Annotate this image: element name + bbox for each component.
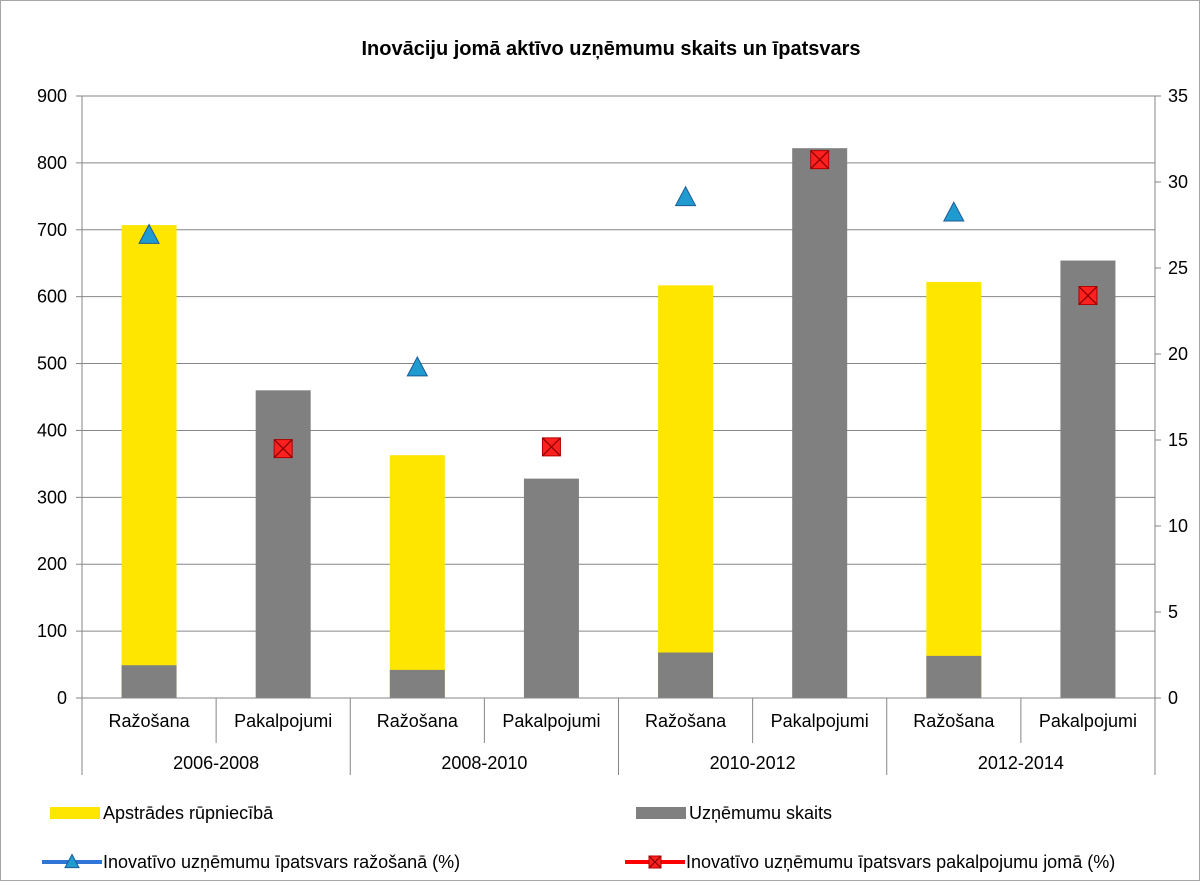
- bar-apstrades-rupnieciba: [926, 281, 982, 698]
- left-axis-tick-label: 400: [37, 420, 67, 440]
- legend-swatch: [50, 807, 100, 819]
- bars: [121, 148, 1116, 698]
- bar-uznemumu-skaits: [792, 148, 848, 698]
- marker-pakalpojumi-ipatsvars: [1078, 286, 1098, 306]
- x-category-label: Ražošana: [645, 711, 727, 731]
- chart-title: Inovāciju jomā aktīvo uzņēmumu skaits un…: [361, 38, 860, 60]
- right-axis-tick-label: 30: [1168, 172, 1188, 192]
- legend-label: Inovatīvo uzņēmumu īpatsvars pakalpojumu…: [686, 852, 1115, 872]
- right-axis-tick-label: 15: [1168, 430, 1188, 450]
- legend-label: Inovatīvo uzņēmumu īpatsvars ražošanā (%…: [103, 852, 460, 872]
- bar-apstrades-rupnieciba: [389, 455, 445, 698]
- legend-label: Uzņēmumu skaits: [689, 803, 832, 823]
- left-axis-tick-label: 700: [37, 220, 67, 240]
- bar-uznemumu-skaits: [121, 665, 177, 698]
- legend-marker: [64, 853, 80, 869]
- marker-pakalpojumi-ipatsvars: [273, 439, 293, 459]
- x-category-label: Pakalpojumi: [234, 711, 332, 731]
- marker-razosana-ipatsvars: [138, 223, 160, 244]
- legend-item: Apstrādes rūpniecībā: [50, 803, 274, 823]
- bar-apstrades-rupnieciba: [658, 285, 714, 698]
- x-category-label: Ražošana: [109, 711, 191, 731]
- left-axis-tick-label: 0: [57, 688, 67, 708]
- left-axis-tick-label: 600: [37, 287, 67, 307]
- x-category-label: Ražošana: [913, 711, 995, 731]
- x-group-label: 2010-2012: [710, 753, 796, 773]
- x-group-label: 2008-2010: [441, 753, 527, 773]
- bar-uznemumu-skaits: [1060, 260, 1116, 698]
- right-axis-tick-label: 5: [1168, 602, 1178, 622]
- marker-razosana-ipatsvars: [674, 185, 697, 207]
- bar-uznemumu-skaits: [255, 390, 311, 698]
- marker-pakalpojumi-ipatsvars-cross-b: [810, 150, 830, 170]
- marker-razosana-ipatsvars: [942, 201, 965, 222]
- legend-item: Inovatīvo uzņēmumu īpatsvars ražošanā (%…: [42, 852, 460, 872]
- axes: 0 100 200 300 400 500 600 700 800 900 0 5 10 15 20 25 30…: [37, 86, 1188, 775]
- legend-item: Uzņēmumu skaits: [636, 803, 832, 823]
- left-axis-tick-label: 100: [37, 621, 67, 641]
- left-axis-tick-label: 800: [37, 153, 67, 173]
- left-axis-tick-label: 900: [37, 86, 67, 106]
- right-axis-tick-label: 35: [1168, 86, 1188, 106]
- x-category-label: Pakalpojumi: [502, 711, 600, 731]
- bar-uznemumu-skaits: [926, 655, 982, 698]
- x-category-label: Pakalpojumi: [1039, 711, 1137, 731]
- legend-swatch: [636, 807, 686, 819]
- bar-apstrades-rupnieciba: [121, 225, 177, 698]
- legend: Apstrādes rūpniecībā Uzņēmumu skaits Inova…: [42, 803, 1115, 872]
- x-group-label: 2006-2008: [173, 753, 259, 773]
- legend-label: Apstrādes rūpniecībā: [103, 803, 274, 823]
- marker-pakalpojumi-ipatsvars-cross-b: [1078, 286, 1098, 305]
- bar-uznemumu-skaits: [523, 478, 579, 698]
- legend-marker-cross-b: [648, 855, 662, 869]
- left-axis-tick-label: 500: [37, 354, 67, 374]
- right-axis-tick-label: 20: [1168, 344, 1188, 364]
- x-category-label: Ražošana: [377, 711, 459, 731]
- marker-pakalpojumi-ipatsvars-cross-b: [542, 437, 561, 457]
- x-group-label: 2012-2014: [978, 753, 1064, 773]
- bar-uznemumu-skaits: [658, 652, 714, 698]
- x-category-label: Pakalpojumi: [771, 711, 869, 731]
- legend-item: Inovatīvo uzņēmumu īpatsvars pakalpojumu…: [625, 852, 1115, 872]
- legend-marker: [648, 855, 662, 869]
- right-axis-tick-label: 25: [1168, 258, 1188, 278]
- markers: [138, 150, 1098, 459]
- right-axis-tick-label: 0: [1168, 688, 1178, 708]
- left-axis-tick-label: 200: [37, 554, 67, 574]
- bar-uznemumu-skaits: [389, 669, 445, 698]
- left-axis-tick-label: 300: [37, 487, 67, 507]
- marker-pakalpojumi-ipatsvars: [810, 150, 830, 170]
- marker-pakalpojumi-ipatsvars-cross-b: [273, 439, 293, 459]
- marker-razosana-ipatsvars: [406, 355, 429, 377]
- right-axis-tick-label: 10: [1168, 516, 1188, 536]
- marker-pakalpojumi-ipatsvars: [541, 437, 561, 457]
